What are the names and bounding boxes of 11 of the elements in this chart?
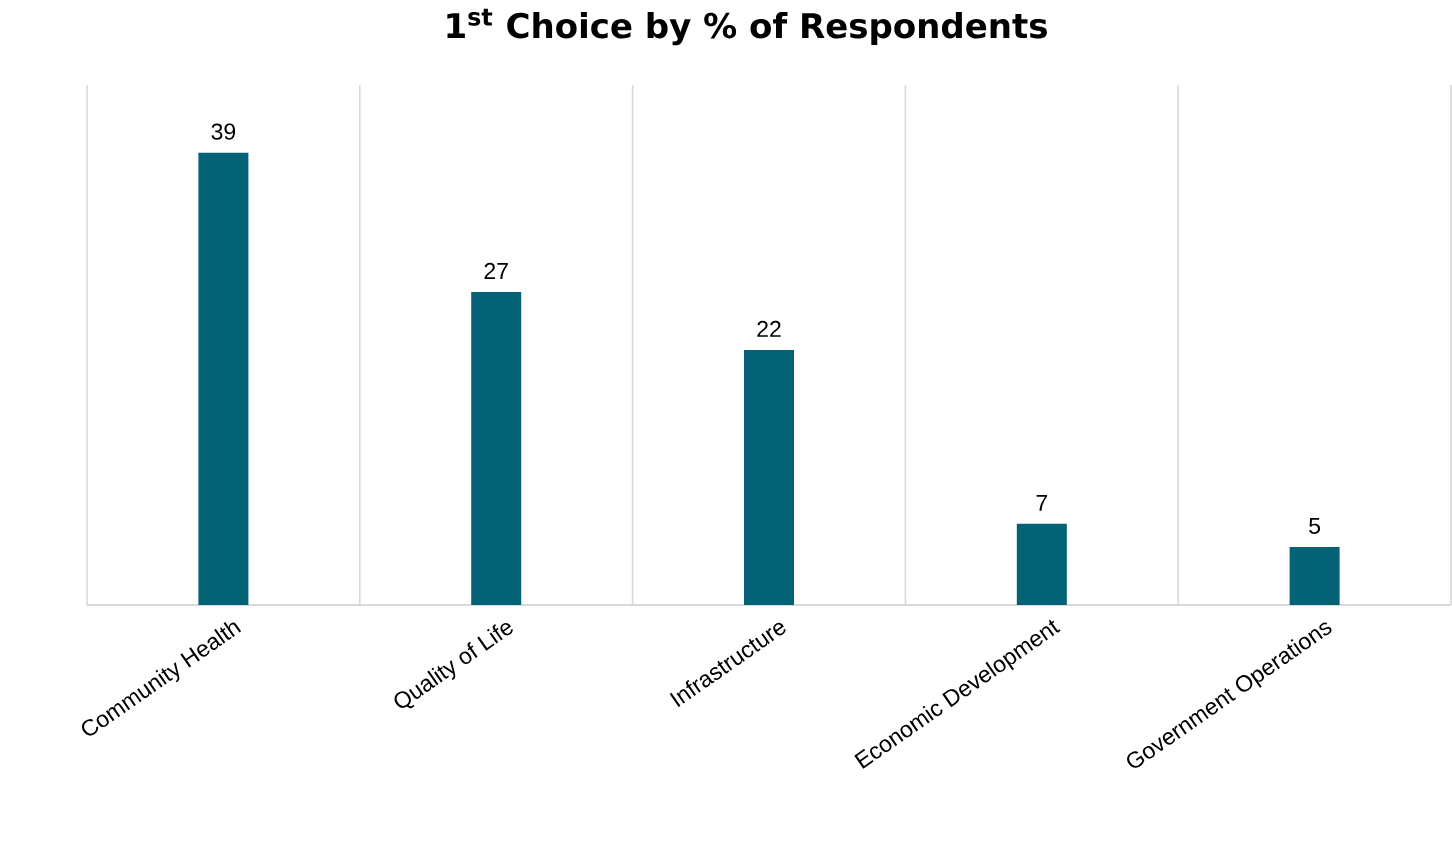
chart-title: 1$^{st}$ Choice by % of Respondents [447,8,1047,46]
bar [1016,523,1067,605]
data-label: 22 [757,320,781,337]
bar [471,291,522,605]
bar [744,349,794,605]
data-label: 27 [484,262,508,279]
data-label: 5 [1309,517,1321,534]
data-label: 39 [211,123,236,140]
data-label: 7 [1036,494,1048,511]
bar [1289,547,1340,605]
bar [198,152,249,605]
